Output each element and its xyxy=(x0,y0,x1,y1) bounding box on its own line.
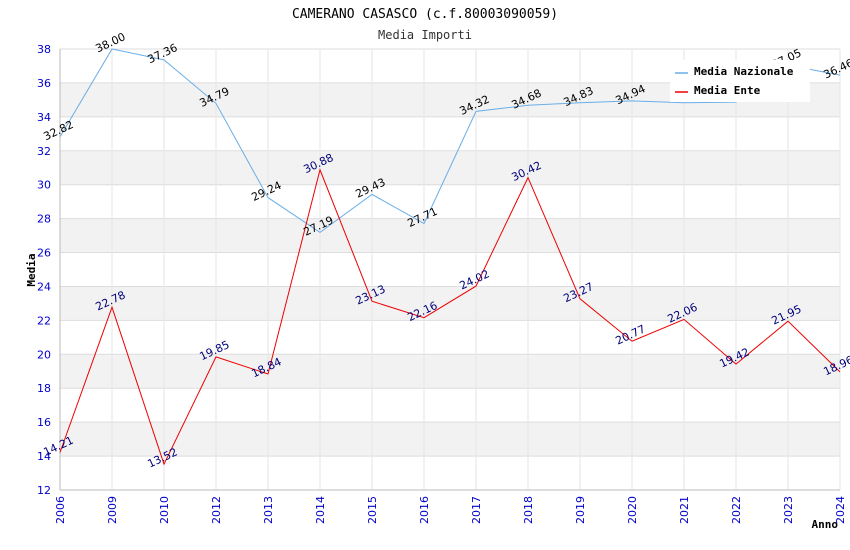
plot-band xyxy=(60,354,840,389)
x-tick-label: 2014 xyxy=(314,496,327,524)
chart-subtitle: Media Importi xyxy=(378,28,472,42)
y-tick-label: 22 xyxy=(37,314,51,327)
x-axis-label: Anno xyxy=(812,518,839,531)
x-tick-label: 2016 xyxy=(418,496,431,524)
y-tick-label: 18 xyxy=(37,382,51,395)
plot-band xyxy=(60,286,840,321)
y-tick-label: 14 xyxy=(37,450,51,463)
legend: Media Nazionale Media Ente xyxy=(670,60,810,102)
x-tick-label: 2013 xyxy=(262,496,275,524)
y-tick-label: 36 xyxy=(37,77,51,90)
plot-bands xyxy=(60,82,840,457)
y-tick-label: 24 xyxy=(37,280,51,293)
plot-band xyxy=(60,422,840,457)
data-label-media-nazionale: 37.36 xyxy=(145,41,179,66)
y-tick-label: 28 xyxy=(37,213,51,226)
x-tick-label: 2017 xyxy=(470,496,483,524)
y-tick-label: 30 xyxy=(37,179,51,192)
x-tick-label: 2018 xyxy=(522,496,535,524)
y-tick-label: 38 xyxy=(37,43,51,56)
y-tick-label: 34 xyxy=(37,111,51,124)
y-tick-label: 26 xyxy=(37,247,51,260)
x-tick-label: 2010 xyxy=(158,496,171,524)
y-tick-label: 20 xyxy=(37,348,51,361)
chart-title: CAMERANO CASASCO (c.f.80003090059) xyxy=(292,7,558,22)
series-lines xyxy=(59,48,841,466)
x-tick-label: 2012 xyxy=(210,496,223,524)
x-tick-label: 2009 xyxy=(106,496,119,524)
plot-band xyxy=(60,218,840,253)
series-line-media-ente xyxy=(59,168,841,466)
x-tick-label: 2024 xyxy=(834,496,847,524)
y-ticks: 12 14 16 18 20 22 24 26 28 30 32 34 36 38 xyxy=(37,43,51,497)
y-axis-label: Media xyxy=(25,253,38,286)
legend-label-media-nazionale: Media Nazionale xyxy=(694,65,794,78)
x-tick-label: 2023 xyxy=(782,496,795,524)
y-tick-label: 12 xyxy=(37,484,51,497)
x-tick-label: 2019 xyxy=(574,496,587,524)
legend-box xyxy=(670,60,810,102)
series-line-media-nazionale xyxy=(59,48,841,234)
gridlines xyxy=(59,48,841,491)
x-ticks: 2006 2009 2010 2012 2013 2014 2015 2016 2017 2018… xyxy=(54,496,847,524)
legend-label-media-ente: Media Ente xyxy=(694,84,761,97)
y-tick-label: 16 xyxy=(37,416,51,429)
x-tick-label: 2006 xyxy=(54,496,67,524)
data-label-media-ente: 20.77 xyxy=(613,323,647,348)
x-tick-label: 2015 xyxy=(366,496,379,524)
y-tick-label: 32 xyxy=(37,145,51,158)
x-tick-label: 2022 xyxy=(730,496,743,524)
x-tick-label: 2021 xyxy=(678,496,691,524)
data-label-media-nazionale: 36.46 xyxy=(821,56,850,81)
axes xyxy=(59,49,840,491)
x-tick-label: 2020 xyxy=(626,496,639,524)
